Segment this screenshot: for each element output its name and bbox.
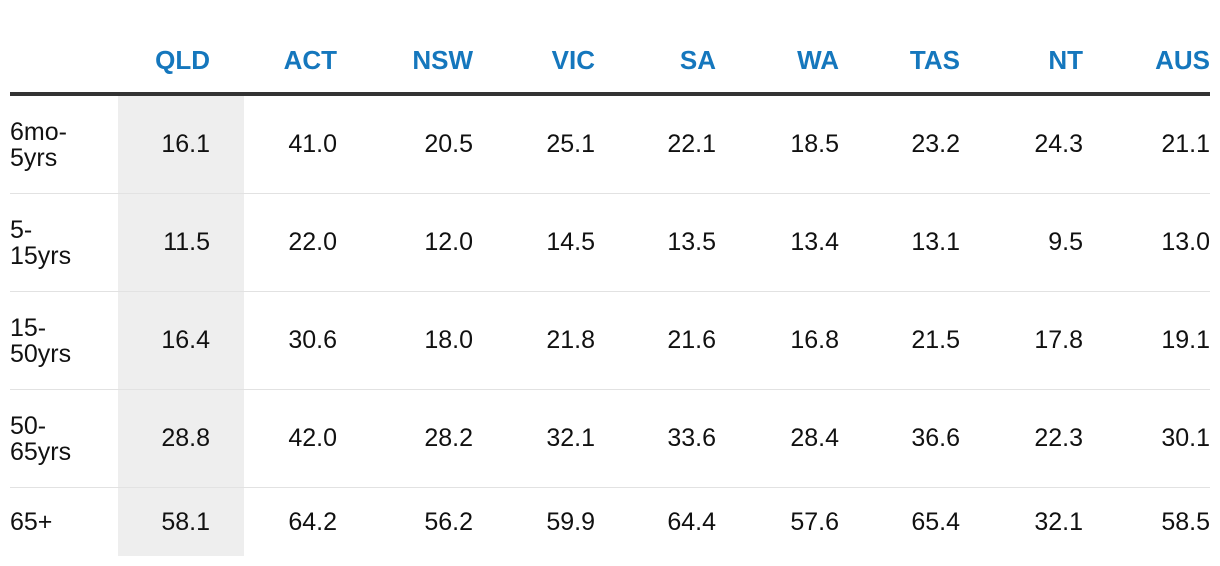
table-cell-sa: 64.4 xyxy=(667,507,716,536)
table-cell-tas: 36.6 xyxy=(911,424,960,452)
column-header-nt: NT xyxy=(1048,44,1083,75)
table-cell-act: 30.6 xyxy=(288,326,337,354)
table-cell-wa: 13.4 xyxy=(790,228,839,256)
table-cell-vic: 14.5 xyxy=(546,228,595,256)
table-cell-vic: 25.1 xyxy=(546,130,595,158)
table-row: 15- 50yrs 16.4 30.6 18.0 21.8 21.6 16.8 21.5 17.… xyxy=(10,292,1210,390)
table-cell-nsw: 28.2 xyxy=(424,424,473,452)
table-cell-tas: 21.5 xyxy=(911,326,960,354)
table-cell-act: 64.2 xyxy=(288,507,337,536)
table-row: 5- 15yrs 11.5 22.0 12.0 14.5 13.5 13.4 13.1 9.5 1… xyxy=(10,194,1210,292)
table-cell-act: 41.0 xyxy=(288,130,337,158)
table-cell-qld: 16.1 xyxy=(161,130,210,158)
table-cell-nt: 24.3 xyxy=(1034,130,1083,158)
table-cell-vic: 59.9 xyxy=(546,507,595,536)
table-cell-wa: 57.6 xyxy=(790,507,839,536)
table-cell-tas: 23.2 xyxy=(911,130,960,158)
table-cell-qld: 16.4 xyxy=(161,326,210,354)
table-cell-nsw: 18.0 xyxy=(424,326,473,354)
qld-column-highlight xyxy=(118,96,244,556)
table-row: 6mo- 5yrs 16.1 41.0 20.5 25.1 22.1 18.5 23.2 24.… xyxy=(10,96,1210,194)
column-header-aus: AUS xyxy=(1155,44,1210,75)
table-cell-aus: 19.1 xyxy=(1161,326,1210,354)
row-label: 6mo- 5yrs xyxy=(10,117,67,172)
row-label: 50- 65yrs xyxy=(10,411,72,466)
table-cell-aus: 30.1 xyxy=(1161,424,1210,452)
row-label: 5- 15yrs xyxy=(10,215,72,270)
table-cell-nt: 22.3 xyxy=(1034,424,1083,452)
table-cell-nsw: 12.0 xyxy=(424,228,473,256)
row-label: 65+ xyxy=(10,508,53,536)
table-cell-aus: 13.0 xyxy=(1161,228,1210,256)
data-table: QLD ACT NSW VIC SA WA TAS NT AUS 6mo- 5y… xyxy=(10,0,1210,556)
table-cell-act: 22.0 xyxy=(288,228,337,256)
table-cell-aus: 21.1 xyxy=(1161,130,1210,158)
table-cell-nt: 32.1 xyxy=(1034,507,1083,536)
table-row: 50- 65yrs 28.8 42.0 28.2 32.1 33.6 28.4 36.6 22.… xyxy=(10,390,1210,488)
table-cell-wa: 16.8 xyxy=(790,326,839,354)
table-cell-sa: 22.1 xyxy=(667,130,716,158)
column-header-sa: SA xyxy=(679,44,716,75)
table-cell-sa: 21.6 xyxy=(667,326,716,354)
table-cell-sa: 33.6 xyxy=(667,424,716,452)
table-cell-qld: 11.5 xyxy=(163,228,210,256)
table-cell-vic: 32.1 xyxy=(546,424,595,452)
table-cell-aus: 58.5 xyxy=(1161,507,1210,536)
table-cell-wa: 18.5 xyxy=(790,130,839,158)
column-header-act: ACT xyxy=(283,44,337,75)
table-cell-qld: 58.1 xyxy=(161,507,210,536)
table-row: 65+ 58.1 64.2 56.2 59.9 64.4 57.6 65.4 32.1 58.5 xyxy=(10,488,1210,556)
table-cell-qld: 28.8 xyxy=(161,424,210,452)
column-header-tas: TAS xyxy=(909,44,960,75)
table-cell-tas: 65.4 xyxy=(911,507,960,536)
table-cell-wa: 28.4 xyxy=(790,424,839,452)
column-header-vic: VIC xyxy=(551,44,595,75)
table-cell-nt: 9.5 xyxy=(1048,228,1083,256)
header-row: QLD ACT NSW VIC SA WA TAS NT AUS xyxy=(10,0,1210,96)
table-cell-act: 42.0 xyxy=(288,424,337,452)
column-header-qld: QLD xyxy=(155,44,210,75)
column-header-wa: WA xyxy=(797,44,839,75)
column-header-nsw: NSW xyxy=(412,44,473,75)
row-label: 15- 50yrs xyxy=(10,313,72,368)
table-cell-tas: 13.1 xyxy=(911,228,960,256)
table-cell-nsw: 20.5 xyxy=(424,130,473,158)
table-cell-nsw: 56.2 xyxy=(424,507,473,536)
table-cell-nt: 17.8 xyxy=(1034,326,1083,354)
table-cell-vic: 21.8 xyxy=(546,326,595,354)
table-cell-sa: 13.5 xyxy=(667,228,716,256)
